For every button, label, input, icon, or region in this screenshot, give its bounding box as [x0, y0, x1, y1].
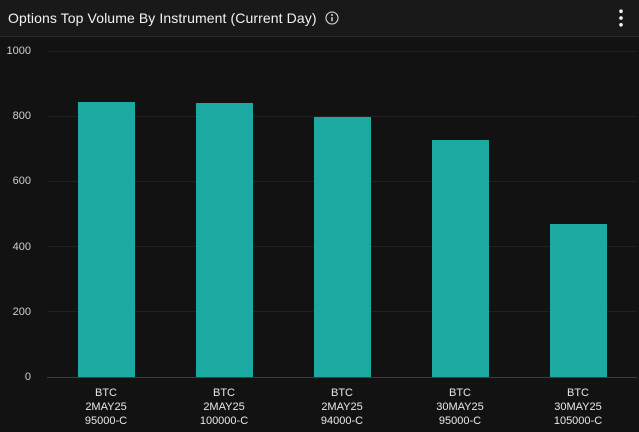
x-axis-labels: BTC 2MAY25 95000-C BTC 2MAY25 100000-C BTC…	[47, 386, 637, 432]
bar[interactable]	[431, 140, 489, 377]
y-tick-label: 200	[12, 305, 31, 318]
x-tick-label: BTC 30MAY25 105000-C	[553, 387, 603, 427]
bar[interactable]	[77, 101, 135, 377]
y-tick-label: 0	[24, 371, 31, 383]
bar[interactable]	[195, 102, 253, 377]
x-tick-label: BTC 2MAY25 95000-C	[84, 387, 128, 427]
menu-button[interactable]	[613, 5, 629, 31]
bar-chart: 0 200 400 600 800 1000 BTC 2MAY25 95000-C BTC …	[0, 37, 639, 432]
y-tick-label: 800	[12, 110, 31, 123]
chart-title: Options Top Volume By Instrument (Curren…	[8, 10, 317, 26]
bar[interactable]	[313, 116, 371, 377]
x-tick-label: BTC 2MAY25 94000-C	[320, 387, 364, 427]
gridline	[47, 115, 637, 117]
widget-header: Options Top Volume By Instrument (Curren…	[0, 0, 639, 37]
y-tick-label: 400	[12, 240, 31, 253]
y-axis-labels: 0 200 400 600 800 1000	[0, 45, 31, 383]
x-tick-label: BTC 2MAY25 100000-C	[199, 387, 249, 427]
kebab-menu-icon	[619, 9, 623, 27]
info-icon	[325, 11, 339, 25]
gridline	[47, 50, 637, 52]
y-tick-label: 1000	[6, 45, 31, 57]
x-tick-label: BTC 30MAY25 95000-C	[436, 387, 484, 427]
y-tick-label: 600	[12, 175, 31, 188]
plot-area	[47, 50, 637, 378]
info-button[interactable]	[325, 11, 339, 25]
x-axis-line	[47, 376, 637, 378]
bar[interactable]	[549, 224, 607, 377]
